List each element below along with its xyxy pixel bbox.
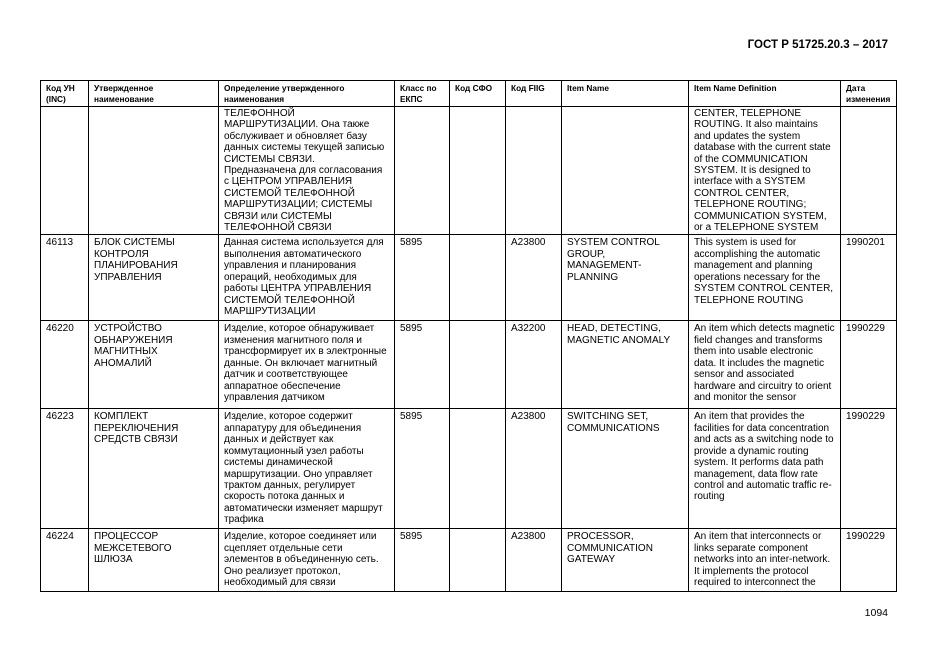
sfo-cell [449,408,506,530]
inc-cell: 46223 [40,408,89,530]
approved-name-cell: ПРОЦЕССОР МЕЖСЕТЕВОГО ШЛЮЗА [88,528,219,593]
inc-cell: 46224 [40,528,89,593]
fiig-cell [505,105,562,236]
approved-name-cell: БЛОК СИСТЕМЫ КОНТРОЛЯ ПЛАНИРОВАНИЯ УПРАВ… [88,234,219,322]
sfo-cell [449,105,506,236]
table-row: 46224 ПРОЦЕССОР МЕЖСЕТЕВОГО ШЛЮЗА Изделие,… [40,528,897,593]
date-cell: 1990229 [840,320,897,410]
inc-cell: 46220 [40,320,89,410]
col-header-item-definition: Item Name Definition [688,80,841,107]
fiig-cell: A32200 [505,320,562,410]
date-cell [840,105,897,236]
class-cell: 5895 [394,234,450,322]
class-cell [394,105,450,236]
item-name-cell: SWITCHING SET, COMMUNICATIONS [561,408,689,530]
table-row: 46113 БЛОК СИСТЕМЫ КОНТРОЛЯ ПЛАНИРОВАНИЯ … [40,234,897,322]
definition-cell: Изделие, которое обнаруживает изменения … [218,320,395,410]
item-name-cell: SYSTEM CONTROL GROUP, MANAGEMENT- PLANNI… [561,234,689,322]
item-name-cell: HEAD, DETECTING, MAGNETIC ANOMALY [561,320,689,410]
table-row: ТЕЛЕФОННОЙ МАРШРУТИЗАЦИИ. Она также обсл… [40,105,897,236]
page-number: 1094 [864,607,888,619]
col-header-sfo: Код СФО [449,80,506,107]
approved-name-cell: КОМПЛЕКТ ПЕРЕКЛЮЧЕНИЯ СРЕДСТВ СВЯЗИ [88,408,219,530]
col-header-fiig: Код FIIG [505,80,562,107]
col-header-approved-name: Утвержденное наименование [88,80,219,107]
approved-name-cell [88,105,219,236]
table-row: 46223 КОМПЛЕКТ ПЕРЕКЛЮЧЕНИЯ СРЕДСТВ СВЯЗИ… [40,408,897,530]
item-definition-cell: An item which detects magnetic field cha… [688,320,841,410]
item-definition-cell: An item that interconnects or links sepa… [688,528,841,593]
class-cell: 5895 [394,320,450,410]
col-header-definition: Определение утвержденного наименования [218,80,395,107]
class-cell: 5895 [394,528,450,593]
item-name-cell: PROCESSOR, COMMUNICATION GATEWAY [561,528,689,593]
definition-cell: ТЕЛЕФОННОЙ МАРШРУТИЗАЦИИ. Она также обсл… [218,105,395,236]
document-id: ГОСТ Р 51725.20.3 – 2017 [747,39,888,51]
sfo-cell [449,528,506,593]
inc-cell [40,105,89,236]
definition-cell: Изделие, которое соединяет или сцепляет … [218,528,395,593]
definition-cell: Данная система используется для выполнен… [218,234,395,322]
definition-cell: Изделие, которое содержит аппаратуру для… [218,408,395,530]
item-definition-cell: An item that provides the facilities for… [688,408,841,530]
table-header-row: Код УН (INC) Утвержденное наименование О… [40,80,897,107]
sfo-cell [449,234,506,322]
item-definition-cell: CENTER, TELEPHONE ROUTING. It also maint… [688,105,841,236]
date-cell: 1990229 [840,408,897,530]
col-header-inc: Код УН (INC) [40,80,89,107]
inc-cell: 46113 [40,234,89,322]
date-cell: 1990201 [840,234,897,322]
item-name-cell [561,105,689,236]
fiig-cell: A23800 [505,234,562,322]
item-definition-cell: This system is used for accomplishing th… [688,234,841,322]
date-cell: 1990229 [840,528,897,593]
col-header-date: Дата изменения [840,80,897,107]
data-table: Код УН (INC) Утвержденное наименование О… [40,80,897,593]
sfo-cell [449,320,506,410]
fiig-cell: A23800 [505,528,562,593]
approved-name-cell: УСТРОЙСТВО ОБНАРУЖЕНИЯ МАГНИТНЫХ АНОМАЛИ… [88,320,219,410]
class-cell: 5895 [394,408,450,530]
table-row: 46220 УСТРОЙСТВО ОБНАРУЖЕНИЯ МАГНИТНЫХ АН… [40,320,897,410]
col-header-item-name: Item Name [561,80,689,107]
fiig-cell: A23800 [505,408,562,530]
col-header-class: Класс по ЕКПС [394,80,450,107]
